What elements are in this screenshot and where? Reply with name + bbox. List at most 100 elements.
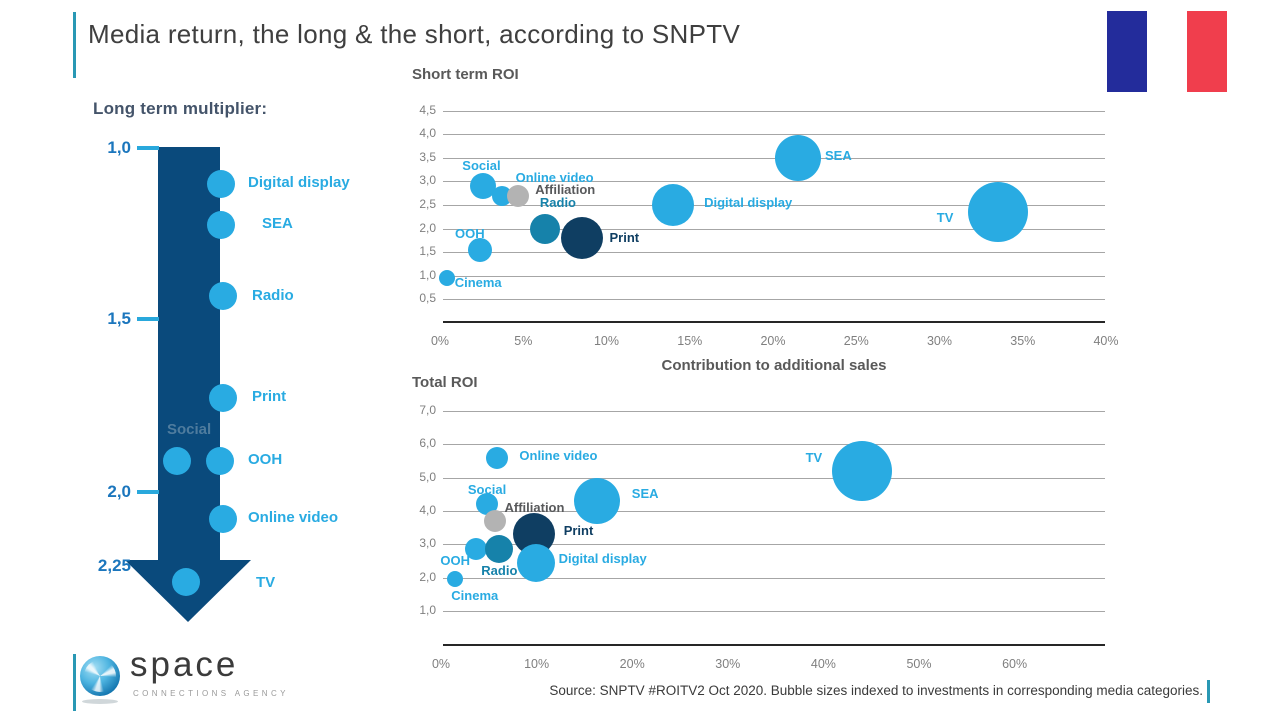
bubble-tv [831, 440, 892, 501]
multiplier-scale-tick [137, 146, 159, 150]
bubble-label-digital-display: Digital display [558, 550, 647, 566]
multiplier-scale-value: 2,0 [107, 482, 131, 501]
bubble-online-video [491, 185, 512, 206]
long-term-multiplier-heading: Long term multiplier: [93, 99, 268, 118]
y-tick-label: 7,0 [419, 402, 436, 417]
y-tick-label: 1,5 [419, 244, 436, 259]
x-tick-label: 35% [1010, 334, 1036, 348]
multiplier-dot-social [163, 447, 191, 475]
bubble-label-radio: Radio [539, 194, 577, 210]
multiplier-label-ooh: OOH [248, 451, 283, 468]
multiplier-label-social: Social [167, 421, 212, 438]
multiplier-scale-tick [137, 317, 159, 321]
logo-wordmark: space [130, 645, 239, 684]
french-flag-icon [1107, 11, 1227, 92]
gridline [443, 577, 1105, 579]
y-tick-label: 3,0 [419, 173, 436, 188]
x-tick-label: 10% [593, 334, 620, 348]
bubble-radio [529, 213, 560, 244]
multiplier-scale-value: 2,25 [97, 556, 131, 575]
bubble-label-online-video: Online video [519, 447, 598, 463]
bubble-label-social: Social [467, 482, 507, 498]
bubble-sea [573, 477, 620, 524]
x-tick-label: 30% [926, 334, 953, 348]
logo-accent-bar [73, 654, 76, 711]
y-tick-label: 6,0 [419, 436, 436, 451]
gridline [443, 134, 1105, 136]
logo-subtitle: CONNECTIONS AGENCY [133, 689, 289, 698]
bubble-print [560, 217, 603, 259]
y-tick-label: 4,0 [419, 502, 436, 517]
bubble-label-affiliation: Affiliation [535, 181, 596, 197]
multiplier-arrow-body [158, 147, 220, 560]
bubble-digital-display [516, 543, 555, 582]
multiplier-dot-print [209, 384, 237, 412]
page-title: Media return, the long & the short, acco… [88, 19, 741, 49]
y-tick-label: 3,0 [419, 536, 436, 551]
x-tick-label: 0% [430, 334, 450, 348]
x-tick-label: 25% [843, 334, 869, 348]
y-tick-label: 2,5 [419, 197, 436, 211]
x-tick-label: 30% [715, 657, 741, 671]
gridline [443, 477, 1105, 479]
bubble-label-ooh: OOH [440, 553, 471, 569]
bubble-label-radio: Radio [481, 563, 518, 579]
gridline [443, 299, 1105, 301]
multiplier-label-tv: TV [256, 574, 276, 591]
gridline [443, 410, 1105, 412]
y-tick-label: 3,5 [419, 149, 436, 164]
y-tick-label: 4,5 [419, 102, 436, 117]
title-accent-bar [73, 12, 76, 78]
x-tick-label: 20% [760, 334, 786, 348]
bubble-online-video [486, 446, 509, 469]
chart-title-short-term-roi: Short term ROI [412, 66, 519, 83]
gridline [443, 611, 1105, 613]
bubble-label-online-video: Online video [515, 169, 594, 185]
gridline [443, 275, 1105, 277]
bubble-label-sea: SEA [825, 147, 852, 163]
bubble-ooh [465, 538, 488, 561]
flag-white-band [1147, 11, 1187, 92]
gridline [443, 544, 1105, 546]
bubble-label-sea: SEA [631, 485, 659, 501]
bubble-label-print: Print [563, 523, 594, 539]
x-tick-label: 40% [810, 657, 836, 671]
chart-title-total-roi: Total ROI [412, 374, 478, 391]
y-tick-label: 2,0 [419, 569, 436, 584]
gridline [443, 181, 1105, 183]
bubble-label-print: Print [609, 230, 640, 245]
source-accent-bar [1207, 680, 1210, 703]
multiplier-dot-sea [207, 211, 235, 239]
multiplier-label-radio: Radio [252, 287, 294, 304]
bubble-ooh [468, 237, 492, 262]
bubble-label-social: Social [462, 158, 501, 174]
bubble-cinema [447, 571, 464, 588]
bubble-label-ooh: OOH [455, 225, 485, 241]
bubble-label-digital-display: Digital display [704, 195, 793, 210]
multiplier-label-digital-display: Digital display [248, 174, 350, 191]
bubble-label-cinema: Cinema [454, 275, 502, 291]
x-tick-label: 0% [431, 657, 451, 671]
gridline [443, 205, 1105, 206]
y-tick-label: 1,0 [419, 603, 436, 618]
bubble-label-affiliation: Affiliation [504, 499, 565, 515]
multiplier-label-print: Print [252, 388, 287, 405]
gridline [443, 157, 1105, 159]
gridline [443, 110, 1105, 112]
x-tick-label: 5% [514, 334, 533, 348]
x-tick-label: 10% [524, 657, 550, 671]
gridline [443, 510, 1105, 512]
bubble-cinema [438, 270, 455, 287]
multiplier-dot-online-video [209, 505, 237, 533]
bubble-affiliation [507, 184, 530, 207]
logo-sphere-shadow [82, 699, 118, 704]
bubble-digital-display [652, 184, 695, 226]
multiplier-scale-tick [137, 490, 159, 494]
x-tick-label: 20% [619, 657, 645, 671]
gridline [443, 252, 1105, 254]
x-axis-line [443, 321, 1105, 323]
flag-red-band [1187, 11, 1227, 92]
space-globe-icon [80, 656, 120, 696]
multiplier-dot-tv [172, 568, 200, 596]
